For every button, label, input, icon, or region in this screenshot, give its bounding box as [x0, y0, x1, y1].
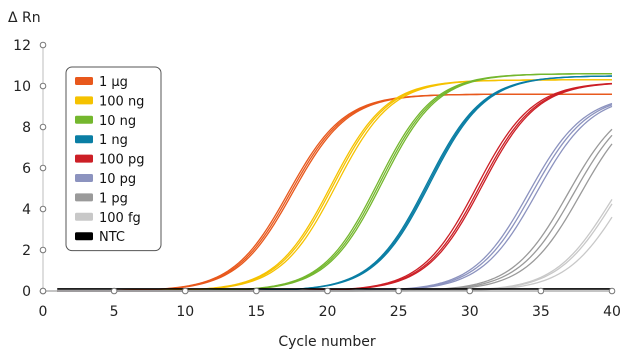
- y-tick-mark-10: [39, 82, 47, 90]
- legend-swatch-4: [75, 154, 93, 163]
- x-axis-title: Cycle number: [278, 334, 376, 350]
- legend-label-6: 1 pg: [99, 191, 128, 206]
- x-tick-mark-30: [466, 287, 474, 295]
- x-tick-label-25: 25: [390, 304, 408, 320]
- legend-label-5: 10 pg: [99, 172, 136, 187]
- y-tick-mark-6: [39, 164, 47, 172]
- legend-swatch-8: [75, 232, 93, 241]
- x-tick-mark-25: [395, 287, 402, 295]
- x-tick-label-15: 15: [247, 304, 265, 320]
- legend: 1 µg 100 ng 10 ng 1 ng 100 pg 10 pg 1 pg 100 fg…: [65, 66, 162, 252]
- plot-area: 0 5 10 15 20 25 30 35 40 0 2 4 6 8 10 12 1 µg 100 ng 10 ng…: [13, 38, 621, 320]
- x-tick-label-35: 35: [532, 304, 550, 320]
- legend-label-1: 100 ng: [99, 94, 144, 109]
- x-tick-label-40: 40: [603, 304, 621, 320]
- legend-swatch-5: [75, 174, 93, 182]
- y-tick-mark-2: [39, 246, 47, 254]
- x-tick-mark-5: [110, 287, 118, 295]
- x-tick-label-20: 20: [319, 304, 337, 320]
- legend-swatch-1: [75, 96, 93, 105]
- x-tick-label-0: 0: [39, 304, 48, 320]
- legend-swatch-2: [75, 115, 93, 124]
- y-tick-label-2: 2: [22, 243, 31, 259]
- y-tick-label-12: 12: [13, 38, 31, 54]
- x-tick-mark-20: [324, 287, 331, 295]
- x-tick-mark-10: [181, 287, 189, 295]
- legend-swatch-7: [75, 212, 93, 221]
- legend-box: [65, 66, 162, 252]
- y-tick-label-4: 4: [22, 202, 31, 218]
- series-line-0-rep-2: [57, 93, 612, 292]
- x-tick-mark-40: [608, 287, 616, 295]
- x-tick-label-30: 30: [461, 304, 479, 320]
- y-tick-mark-12: [39, 41, 47, 49]
- y-tick-label-10: 10: [13, 79, 31, 95]
- x-tick-label-5: 5: [110, 304, 119, 320]
- y-axis-title: Δ Rn: [8, 10, 41, 26]
- legend-swatch-0: [75, 77, 93, 85]
- legend-swatch-6: [75, 193, 93, 202]
- legend-label-4: 100 pg: [99, 153, 144, 168]
- y-tick-mark-4: [39, 205, 47, 213]
- y-tick-label-6: 6: [22, 161, 31, 177]
- y-tick-mark-0: [39, 287, 47, 295]
- y-tick-label-8: 8: [22, 120, 31, 136]
- legend-label-3: 1 ng: [99, 133, 128, 148]
- legend-label-8: NTC: [99, 230, 125, 245]
- y-tick-mark-8: [39, 123, 47, 131]
- x-tick-mark-35: [537, 287, 545, 295]
- legend-label-7: 100 fg: [99, 211, 141, 226]
- legend-label-0: 1 µg: [99, 75, 128, 90]
- x-tick-label-10: 10: [176, 304, 194, 320]
- y-tick-label-0: 0: [22, 284, 31, 300]
- legend-label-2: 10 ng: [99, 114, 136, 129]
- legend-swatch-3: [75, 135, 93, 144]
- x-tick-mark-15: [253, 287, 260, 295]
